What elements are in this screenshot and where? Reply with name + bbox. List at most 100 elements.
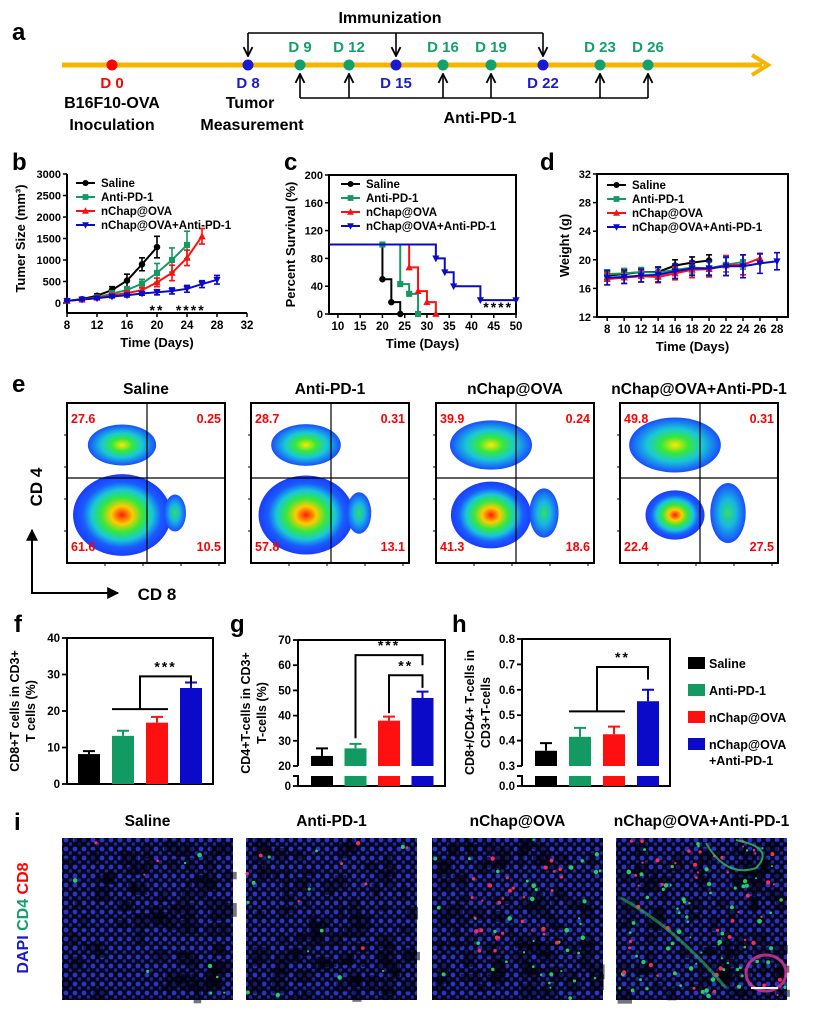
dark-region [160, 983, 169, 991]
cd4-signal [726, 961, 730, 965]
dark-region [754, 947, 770, 959]
cd4-signal [720, 957, 724, 960]
cd4-signal [531, 883, 536, 889]
cd4-signal [704, 988, 709, 993]
dark-region [496, 847, 512, 862]
dark-region [772, 944, 788, 954]
y-tick-label: 20 [278, 761, 291, 773]
dark-region [699, 848, 711, 865]
cd8-signal [558, 867, 562, 872]
y-tick-label: 60 [278, 660, 291, 672]
dark-region [62, 979, 71, 988]
cd8-signal [660, 882, 664, 886]
if-image-nChap@OVA+Anti-PD-1: nChap@OVA+Anti-PD-1 [614, 813, 790, 1004]
cd4-signal [686, 920, 690, 923]
dark-region [697, 962, 706, 976]
inoculation-label-2: Inoculation [69, 117, 154, 134]
dark-region [343, 926, 357, 939]
dark-region [531, 967, 542, 975]
data-point [138, 280, 146, 287]
dark-region [133, 913, 149, 929]
cd4-signal [522, 951, 526, 954]
y-tick-label: 3000 [37, 169, 61, 181]
data-point [476, 297, 484, 305]
cd4-signal [433, 856, 437, 861]
y-tick-label: 160 [305, 198, 323, 210]
dark-region [448, 844, 457, 857]
dark-region [70, 956, 84, 970]
x-axis-title: Time (Days) [656, 339, 729, 354]
cd8-signal [737, 910, 740, 914]
dark-region [126, 902, 134, 911]
dark-region [224, 871, 237, 880]
day-label-16: D 16 [427, 39, 459, 56]
x-tick-label: 26 [754, 324, 767, 336]
series-line [329, 243, 420, 314]
cd8-signal [522, 896, 526, 899]
cd4-signal [400, 844, 405, 850]
cd4-signal [504, 960, 508, 964]
plot-frame [596, 173, 789, 318]
cd4-signal [532, 939, 535, 942]
cd8-signal [549, 858, 554, 863]
cd4-signal [530, 896, 535, 902]
cd8-signal [493, 949, 497, 953]
cd4-signal [315, 849, 318, 853]
y-tick-label: 0.8 [499, 634, 516, 646]
cd8-signal [508, 888, 512, 893]
cd4-signal [381, 969, 385, 972]
y-tick-label: 16 [579, 283, 591, 295]
dark-region [381, 989, 395, 1000]
dark-region [438, 964, 449, 975]
dark-region [294, 877, 310, 892]
series-Saline [329, 243, 404, 318]
cd4-signal [630, 988, 635, 993]
dark-region [260, 847, 272, 855]
cd4-signal [507, 916, 512, 921]
dark-region [188, 955, 200, 971]
dark-region [652, 923, 662, 931]
cd4-signal [743, 945, 747, 949]
dark-region [667, 861, 682, 872]
y-tick-label: 0.6 [499, 685, 515, 697]
dark-region [311, 929, 322, 941]
dark-region [254, 911, 265, 919]
dark-region [300, 991, 313, 999]
dark-region [528, 936, 540, 951]
y-tick-label: 500 [43, 277, 61, 289]
cd4-signal [618, 986, 622, 990]
cd4-signal [755, 877, 758, 880]
legend-marker [613, 181, 620, 189]
y-tick-label: 70 [278, 635, 291, 647]
dark-region [302, 868, 315, 877]
cd4-signal [704, 867, 709, 872]
dark-region [540, 908, 552, 918]
cd4-signal [628, 931, 632, 934]
y-tick-label: 20 [579, 255, 591, 267]
error-bar [83, 750, 95, 755]
quadrant-value-upper-right: 0.25 [197, 412, 221, 426]
dark-region [308, 914, 318, 928]
plot-frame [298, 639, 446, 787]
dark-region [733, 877, 745, 891]
x-tick-label: 8 [604, 324, 611, 336]
data-point [432, 310, 440, 317]
dark-region [696, 875, 710, 885]
dark-region [579, 956, 591, 969]
data-point [168, 288, 176, 295]
dark-region [157, 891, 167, 902]
cd4-signal [337, 975, 342, 980]
dark-region [752, 931, 768, 945]
cd4-population [629, 417, 721, 473]
timeline-arrowhead [750, 53, 772, 77]
cd8-signal [776, 994, 779, 997]
dark-region [338, 905, 345, 921]
data-point [671, 268, 679, 276]
cd8-signal [762, 983, 766, 988]
cd4-signal [706, 881, 712, 887]
quadrant-value-upper-left: 27.6 [71, 412, 95, 426]
data-point [123, 292, 131, 300]
cd4-signal [560, 969, 563, 973]
dark-region [748, 883, 763, 895]
x-tick-label: 18 [686, 324, 699, 336]
